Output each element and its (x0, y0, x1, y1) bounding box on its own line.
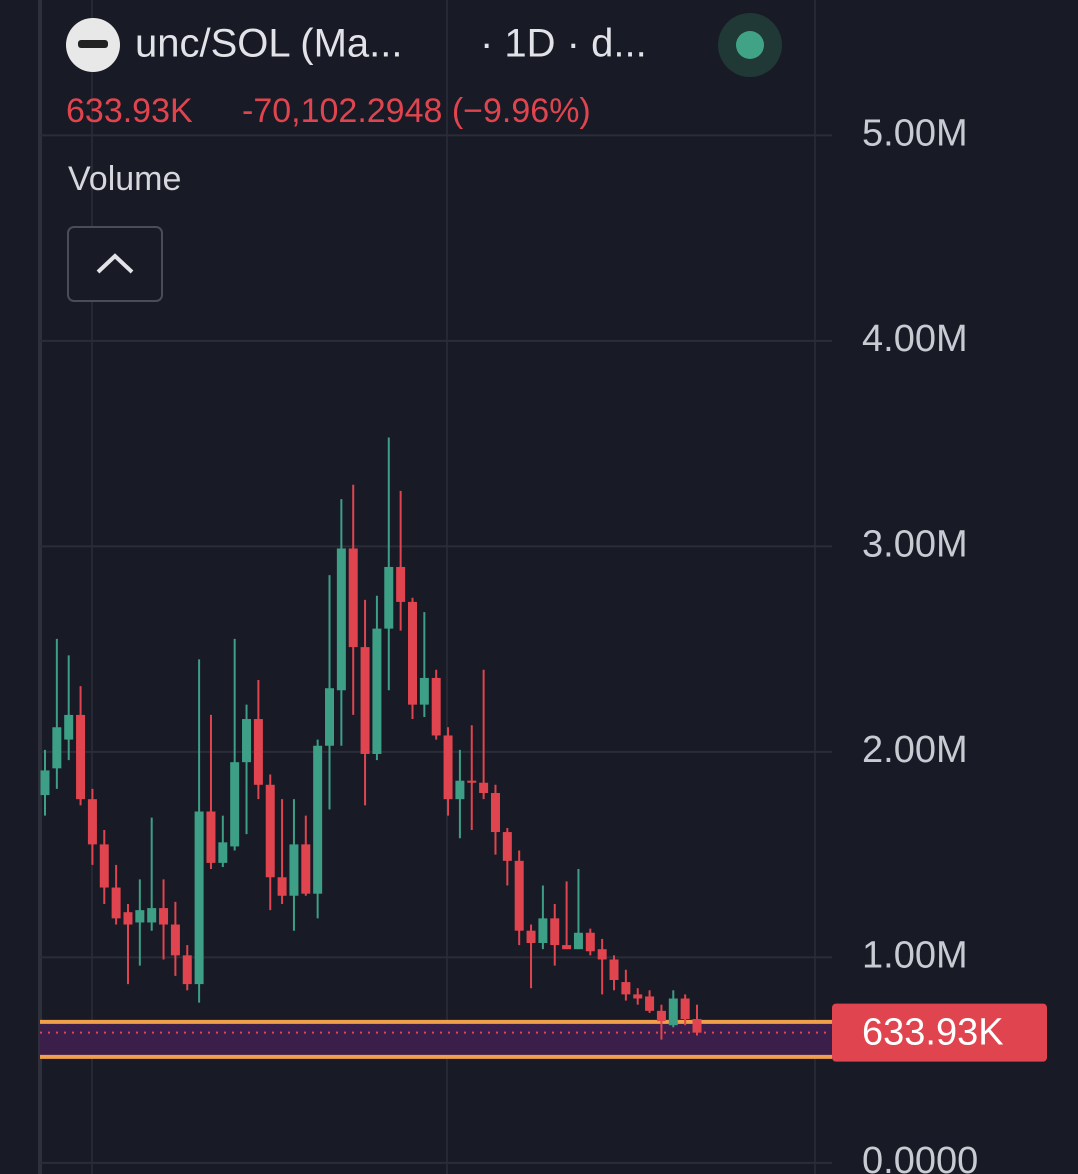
candle-body (87, 799, 97, 845)
candle-body (372, 628, 382, 754)
candle-body (325, 688, 335, 746)
header: unc/SOL (Ma... · 1D · d... 633.93K -70,1… (66, 13, 782, 302)
candle-body (597, 949, 607, 960)
band-fill (40, 1021, 832, 1057)
logo-glasses (78, 40, 108, 48)
candle-body (99, 844, 109, 888)
candle-body (526, 930, 536, 944)
candle-body (313, 745, 323, 894)
candle-body (147, 908, 157, 923)
candle-body (206, 811, 216, 863)
candle-body (467, 780, 477, 783)
candle-body (159, 908, 169, 925)
candle-body (431, 677, 441, 736)
candle-body (111, 887, 121, 919)
candle-body (407, 601, 417, 705)
y-tick-label: 5.00M (862, 112, 968, 154)
candle-body (360, 647, 370, 754)
symbol-title: unc/SOL (Ma... (135, 22, 403, 66)
candle-body (230, 762, 240, 847)
candle-body (490, 793, 500, 833)
candle-body (443, 735, 453, 800)
candle-body (396, 566, 406, 602)
candle-body (585, 932, 595, 952)
plot (40, 134, 832, 1164)
collapse-button[interactable] (67, 226, 163, 302)
candle-body (123, 912, 133, 925)
candle-body (170, 924, 180, 956)
candle-body (52, 727, 62, 769)
candle-body (514, 860, 524, 931)
candle-body (194, 811, 204, 985)
price-change: -70,102.2948 (−9.96%) (242, 92, 591, 130)
candle-body (384, 566, 394, 629)
candle-body (265, 784, 275, 878)
candle-body (538, 918, 548, 944)
candle-body (609, 959, 619, 981)
last-price: 633.93K (66, 92, 193, 130)
candle-body (76, 714, 86, 800)
candle-body (218, 842, 228, 863)
y-tick-label: 3.00M (862, 523, 968, 565)
candle-body (455, 780, 465, 800)
candle-body (621, 982, 631, 995)
candle-body (656, 1010, 666, 1022)
candle-body (573, 932, 583, 950)
candle-body (562, 945, 572, 950)
price-tag (832, 1003, 1047, 1062)
status-dot (736, 31, 764, 59)
vertical-grid (38, 0, 816, 1174)
candle-body (289, 844, 299, 896)
candle-body (40, 770, 50, 796)
candle-body (242, 719, 252, 763)
candle-body (668, 998, 678, 1026)
candle-body (419, 677, 429, 705)
candle-body (64, 714, 74, 740)
candle-body (348, 548, 358, 648)
candle-body (502, 832, 512, 861)
candle-body (277, 877, 287, 896)
candle-body (479, 782, 489, 794)
candle-body (182, 955, 192, 985)
y-tick-label: 1.00M (862, 934, 968, 976)
candle-body (550, 918, 560, 946)
price-tag-label: 633.93K (862, 1012, 1004, 1054)
indicator-label: Volume (68, 160, 181, 198)
candle-body (692, 1019, 702, 1033)
candle-body (680, 998, 690, 1020)
candle-body (301, 844, 311, 894)
candle-body (253, 719, 263, 785)
candle-body (633, 994, 643, 999)
y-tick-label: 2.00M (862, 729, 968, 771)
candle-body (135, 910, 145, 923)
y-tick-label: 0.0000 (862, 1140, 978, 1174)
candle-body (336, 548, 346, 691)
y-tick-label: 4.00M (862, 318, 968, 360)
chevron-icon (96, 253, 134, 274)
interval: · 1D · d... (480, 22, 647, 66)
candle-body (645, 996, 655, 1011)
